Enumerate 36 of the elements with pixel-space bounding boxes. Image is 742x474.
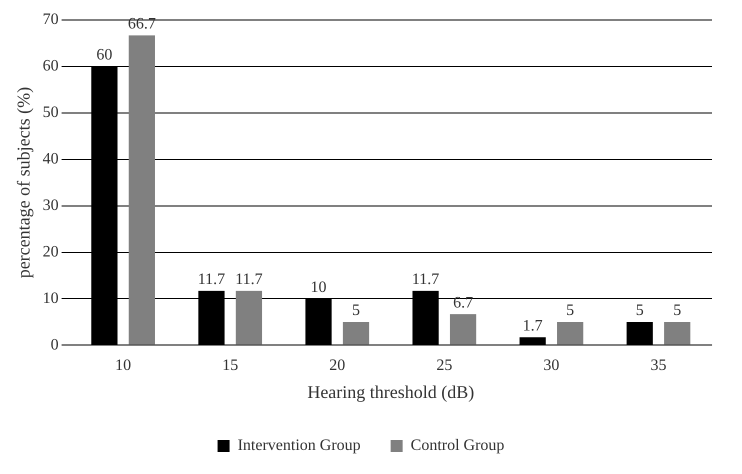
- data-label: 5: [636, 302, 644, 320]
- data-label: 5: [673, 302, 682, 320]
- y-tick-label: 30: [42, 197, 59, 214]
- x-axis-title: Hearing threshold (dB): [307, 382, 474, 402]
- bar: [342, 322, 370, 345]
- bar: [557, 322, 584, 345]
- y-tick-label: 0: [50, 336, 59, 354]
- legend-label: Control Group: [410, 437, 504, 454]
- data-label: 5: [352, 302, 360, 320]
- bar: [128, 35, 155, 345]
- x-tick-label: 30: [543, 357, 560, 374]
- data-label: 11.7: [198, 271, 226, 288]
- y-tick-label: 20: [42, 243, 59, 260]
- y-tick-label: 10: [42, 290, 59, 307]
- data-label: 60: [96, 46, 112, 64]
- data-label: 66.7: [128, 16, 156, 33]
- data-label: 1.7: [522, 318, 543, 335]
- x-tick-label: 25: [436, 357, 452, 374]
- bar: [664, 322, 690, 345]
- data-label: 11.7: [235, 271, 263, 288]
- legend-label: Intervention Group: [238, 437, 361, 454]
- x-tick-label: 10: [115, 357, 132, 374]
- x-tick-label: 35: [650, 357, 666, 374]
- y-tick-label: 50: [42, 104, 59, 122]
- y-axis-title: percentage of subjects (%): [14, 86, 34, 278]
- data-label: 6.7: [453, 294, 474, 312]
- data-label: 5: [566, 302, 574, 320]
- data-label: 11.7: [412, 271, 440, 288]
- y-tick-label: 40: [42, 150, 59, 168]
- bar: [450, 314, 476, 345]
- y-tick-label: 60: [42, 58, 59, 75]
- x-tick-label: 20: [329, 357, 346, 374]
- y-tick-label: 70: [42, 11, 59, 28]
- bar: [236, 290, 262, 345]
- data-label: 10: [310, 278, 327, 296]
- x-tick-label: 15: [222, 357, 238, 374]
